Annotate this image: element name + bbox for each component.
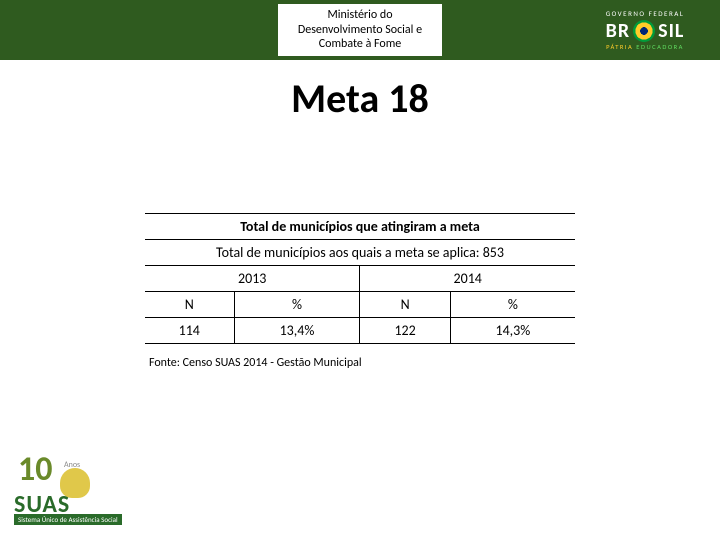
year-2013: 2013 (145, 266, 360, 292)
ministry-box: Ministério do Desenvolvimento Social e C… (278, 4, 442, 55)
val-n-2013: 114 (145, 318, 234, 344)
col-pct-2013: % (234, 292, 360, 318)
source-text: Fonte: Censo SUAS 2014 - Gestão Municipa… (149, 356, 575, 370)
page-title: Meta 18 (0, 74, 720, 123)
brasil-row: BR SIL (606, 19, 685, 43)
brazil-flag-icon (633, 20, 655, 42)
col-pct-2014: % (450, 292, 575, 318)
gov-federal-text: GOVERNO FEDERAL (606, 9, 685, 18)
suas-ten: 10 (18, 456, 52, 485)
table-applies-row: Total de municípios aos quais a meta se … (145, 240, 575, 266)
suas-sub: Sistema Único de Assistência Social (14, 514, 122, 525)
suas-logo: 10 Anos SUAS Sistema Único de Assistênci… (14, 456, 124, 526)
header-bar: Ministério do Desenvolvimento Social e C… (0, 0, 720, 60)
patria-educadora: PÁTRIA EDUCADORA (606, 43, 684, 51)
meta-table: Total de municípios que atingiram a meta… (145, 213, 575, 344)
ministry-line1: Ministério do (298, 8, 422, 22)
table-wrap: Total de municípios que atingiram a meta… (145, 213, 575, 370)
val-pct-2014: 14,3% (450, 318, 575, 344)
ministry-line3: Combate à Fome (298, 37, 422, 51)
year-2014: 2014 (360, 266, 575, 292)
table-title-row: Total de municípios que atingiram a meta (145, 214, 575, 240)
ministry-line2: Desenvolvimento Social e (298, 23, 422, 37)
col-n-2014: N (360, 292, 450, 318)
val-n-2014: 122 (360, 318, 450, 344)
col-n-2013: N (145, 292, 234, 318)
brasil-left: BR (606, 19, 630, 43)
brasil-right: SIL (658, 19, 684, 43)
val-pct-2013: 13,4% (234, 318, 360, 344)
gov-brasil-logo: GOVERNO FEDERAL BR SIL PÁTRIA EDUCADORA (580, 6, 710, 54)
